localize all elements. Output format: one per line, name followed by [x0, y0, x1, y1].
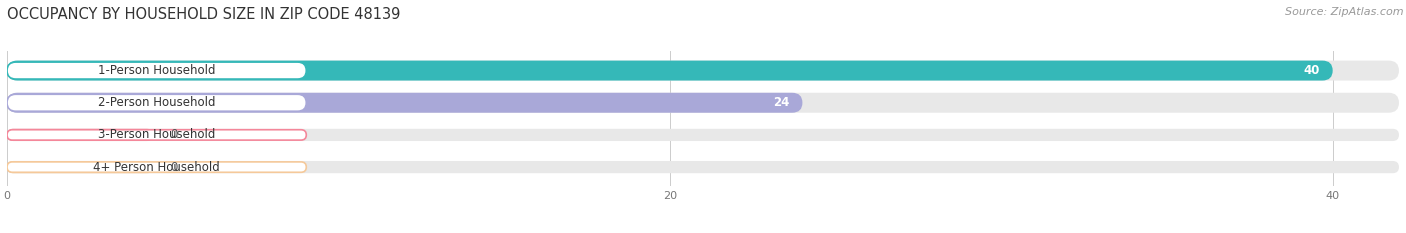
FancyBboxPatch shape [7, 93, 803, 113]
FancyBboxPatch shape [7, 130, 307, 140]
Text: Source: ZipAtlas.com: Source: ZipAtlas.com [1285, 7, 1403, 17]
FancyBboxPatch shape [7, 129, 1399, 141]
Text: 1-Person Household: 1-Person Household [98, 64, 215, 77]
FancyBboxPatch shape [7, 161, 153, 173]
FancyBboxPatch shape [7, 161, 1399, 173]
Text: 3-Person Household: 3-Person Household [98, 128, 215, 141]
Text: 40: 40 [1303, 64, 1319, 77]
Text: 24: 24 [773, 96, 789, 109]
FancyBboxPatch shape [7, 61, 1333, 81]
Text: 0: 0 [170, 128, 177, 141]
FancyBboxPatch shape [7, 94, 307, 111]
Text: 4+ Person Household: 4+ Person Household [93, 161, 219, 174]
FancyBboxPatch shape [7, 162, 307, 172]
FancyBboxPatch shape [7, 129, 153, 141]
FancyBboxPatch shape [7, 93, 1399, 113]
Text: 0: 0 [170, 161, 177, 174]
FancyBboxPatch shape [7, 62, 307, 79]
FancyBboxPatch shape [7, 61, 1399, 81]
Text: OCCUPANCY BY HOUSEHOLD SIZE IN ZIP CODE 48139: OCCUPANCY BY HOUSEHOLD SIZE IN ZIP CODE … [7, 7, 401, 22]
Text: 2-Person Household: 2-Person Household [98, 96, 215, 109]
